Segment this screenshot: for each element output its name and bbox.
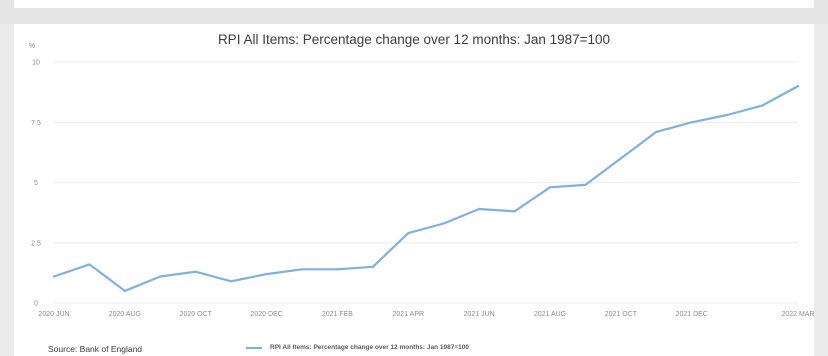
data-point xyxy=(761,104,764,107)
legend-swatch xyxy=(246,346,262,349)
chart-title: RPI All Items: Percentage change over 12… xyxy=(217,32,611,47)
data-point xyxy=(230,280,233,283)
x-tick-label: 2021 JUN xyxy=(464,311,495,318)
data-point xyxy=(407,232,410,235)
legend-label: RPI All Items: Percentage change over 12… xyxy=(270,344,469,351)
data-point xyxy=(300,268,304,271)
y-tick-label: 2.5 xyxy=(31,240,41,247)
data-point xyxy=(548,186,552,189)
top-strip xyxy=(0,0,828,24)
data-point xyxy=(442,222,445,225)
legend: RPI All Items: Percentage change over 12… xyxy=(246,344,469,351)
series-line xyxy=(52,84,800,292)
data-point xyxy=(52,275,56,278)
y-tick-label: 7.5 xyxy=(31,120,41,127)
data-point xyxy=(88,263,91,266)
data-point xyxy=(123,289,126,293)
x-tick-label: 2022 MAR xyxy=(781,311,814,318)
x-tick-label: 2021 DEC xyxy=(676,311,708,318)
data-point xyxy=(371,265,374,268)
y-axis-unit: % xyxy=(29,43,35,50)
data-point xyxy=(336,268,339,271)
data-point xyxy=(513,210,516,213)
x-tick-label: 2020 JUN xyxy=(38,311,69,318)
data-point xyxy=(796,85,800,88)
data-point xyxy=(726,113,729,117)
data-point xyxy=(690,121,693,124)
data-point xyxy=(478,207,481,211)
data-point xyxy=(265,272,268,276)
x-tick-label: 2020 OCT xyxy=(180,311,213,318)
source-note: Source: Bank of England xyxy=(48,344,143,354)
data-point xyxy=(655,130,658,133)
data-point xyxy=(159,275,162,278)
y-tick-label: 5 xyxy=(34,180,38,187)
x-tick-label: 2021 APR xyxy=(393,311,425,318)
y-tick-label: 10 xyxy=(32,60,40,67)
data-point xyxy=(194,270,197,273)
top-strip-panel xyxy=(14,0,814,8)
line-chart: % 0 2.5 5 7.5 10 2020 JUN 2020 AUG 2020 OCT 2020 … xyxy=(29,43,814,318)
x-tick-label: 2020 DEC xyxy=(250,311,282,318)
x-tick-label: 2021 FEB xyxy=(322,311,353,318)
x-tick-label: 2021 AUG xyxy=(534,311,566,318)
data-point xyxy=(619,157,622,160)
y-tick-label: 0 xyxy=(34,301,38,308)
x-tick-label: 2020 AUG xyxy=(109,311,141,318)
chart-card: RPI All Items: Percentage change over 12… xyxy=(14,24,814,356)
data-point xyxy=(584,183,587,187)
x-tick-label: 2021 OCT xyxy=(605,311,638,318)
